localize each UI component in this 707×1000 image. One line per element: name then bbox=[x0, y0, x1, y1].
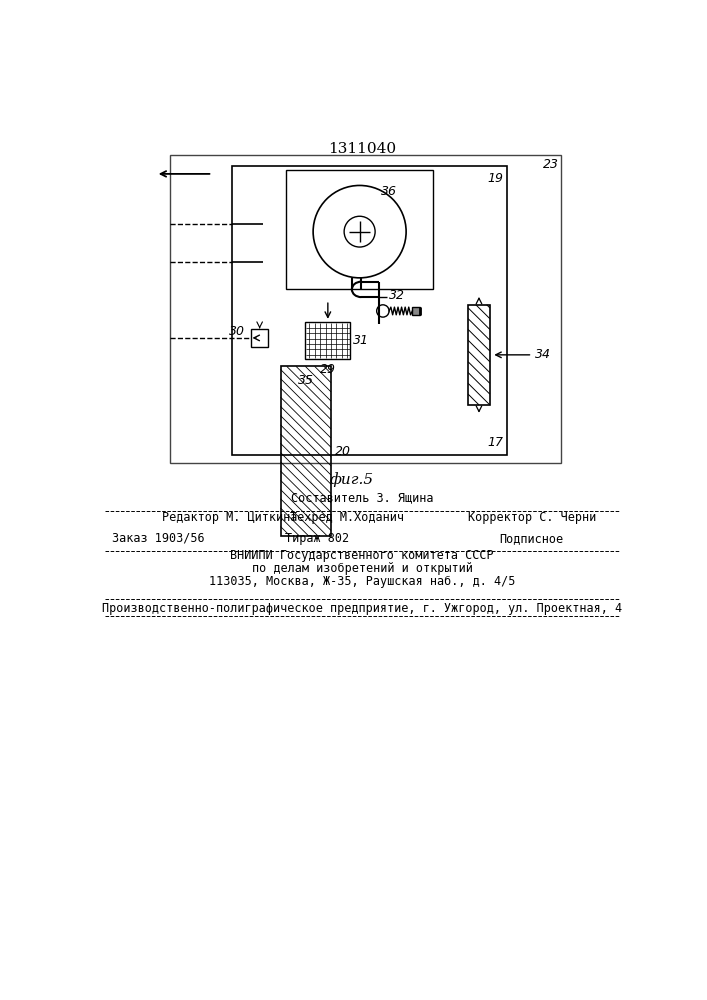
Text: 36: 36 bbox=[381, 185, 397, 198]
Text: 17: 17 bbox=[487, 436, 503, 449]
Bar bbox=[251, 329, 268, 347]
Bar bbox=[286, 170, 433, 289]
Text: по делам изобретений и открытий: по делам изобретений и открытий bbox=[252, 562, 472, 575]
Text: 30: 30 bbox=[229, 325, 245, 338]
Text: Заказ 1903/56: Заказ 1903/56 bbox=[112, 532, 204, 545]
Text: 32: 32 bbox=[389, 289, 405, 302]
Text: Подписное: Подписное bbox=[499, 532, 563, 545]
Text: Техред М.Ходанич: Техред М.Ходанич bbox=[290, 511, 404, 524]
Bar bbox=[170, 155, 561, 463]
Text: 23: 23 bbox=[543, 158, 559, 171]
Text: 35: 35 bbox=[298, 374, 314, 387]
Text: фиг.5: фиг.5 bbox=[329, 472, 374, 487]
Text: 20: 20 bbox=[335, 445, 351, 458]
Bar bbox=[305, 322, 351, 359]
Text: 19: 19 bbox=[487, 172, 503, 185]
Text: ВНИИПИ Государственного комитета СССР: ВНИИПИ Государственного комитета СССР bbox=[230, 549, 493, 562]
Bar bbox=[232, 166, 507, 455]
Text: 29: 29 bbox=[320, 363, 336, 376]
Text: Составитель З. Ящина: Составитель З. Ящина bbox=[291, 491, 433, 504]
Bar bbox=[412, 307, 420, 315]
Circle shape bbox=[377, 305, 389, 317]
Circle shape bbox=[344, 216, 375, 247]
Text: Производственно-полиграфическое предприятие, г. Ужгород, ул. Проектная, 4: Производственно-полиграфическое предприя… bbox=[102, 602, 622, 615]
Text: 113035, Москва, Ж-35, Раушская наб., д. 4/5: 113035, Москва, Ж-35, Раушская наб., д. … bbox=[209, 575, 515, 588]
Text: 1311040: 1311040 bbox=[328, 142, 396, 156]
Text: 31: 31 bbox=[353, 334, 368, 347]
Circle shape bbox=[313, 185, 406, 278]
Text: Корректор С. Черни: Корректор С. Черни bbox=[468, 511, 597, 524]
Bar bbox=[468, 305, 490, 405]
Text: 34: 34 bbox=[534, 348, 551, 361]
Text: Тираж 802: Тираж 802 bbox=[285, 532, 349, 545]
Text: Редактор М. Циткина: Редактор М. Циткина bbox=[162, 511, 298, 524]
Bar bbox=[281, 366, 331, 536]
